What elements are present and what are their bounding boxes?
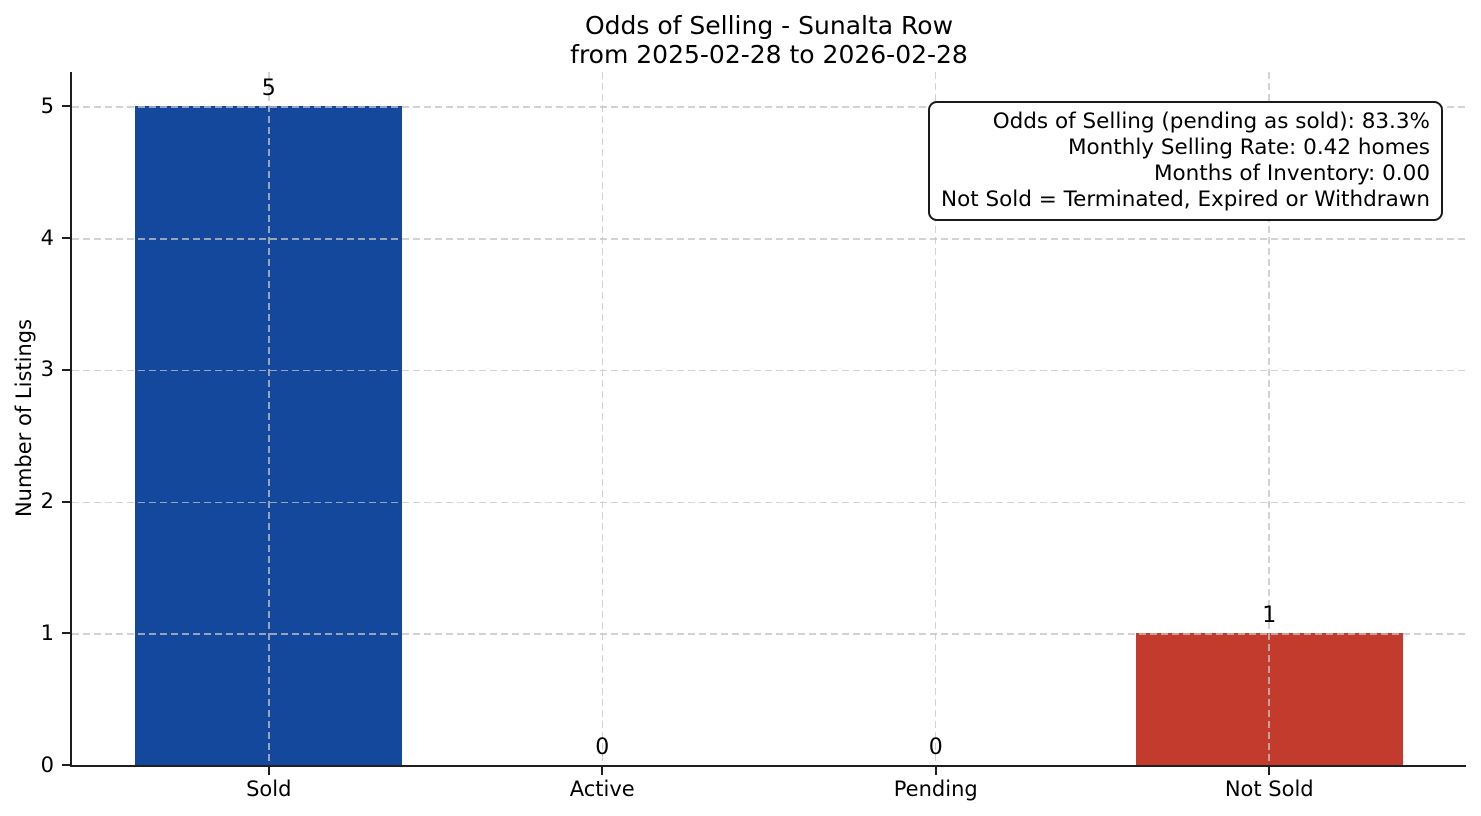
y-tick-label-2: 2	[40, 489, 54, 513]
y-tick-mark-0	[62, 764, 70, 766]
bar-sold	[135, 106, 403, 765]
x-tick-label-active: Active	[569, 777, 635, 801]
x-tick-mark-active	[601, 767, 604, 775]
x-axis-spine	[70, 765, 1466, 767]
stats-annotation-box: Odds of Selling (pending as sold): 83.3%…	[928, 101, 1443, 221]
chart-title: Odds of Selling - Sunalta Row from 2025-…	[72, 11, 1466, 69]
v-gridline-active	[601, 72, 603, 765]
chart-title-line1: Odds of Selling - Sunalta Row	[584, 11, 954, 40]
annotation-odds-of-selling: Odds of Selling (pending as sold): 83.3%	[992, 109, 1430, 134]
x-tick-mark-sold	[267, 767, 270, 775]
x-tick-mark-pending	[934, 767, 937, 775]
y-tick-mark-5	[62, 105, 70, 108]
x-tick-label-pending: Pending	[893, 777, 978, 801]
x-tick-label-not-sold: Not Sold	[1224, 777, 1314, 801]
annotation-monthly-selling-rate: Monthly Selling Rate: 0.42 homes	[1067, 135, 1430, 160]
plot-area: 5 0 0 1	[72, 72, 1466, 765]
y-tick-mark-3	[62, 368, 70, 371]
y-tick-mark-1	[62, 632, 70, 635]
y-tick-label-1: 1	[40, 620, 54, 645]
bar-value-label-active: 0	[595, 735, 610, 760]
y-tick-label-3: 3	[40, 357, 54, 382]
bar-not-sold	[1135, 633, 1403, 765]
y-tick-label-5: 5	[40, 93, 54, 118]
bar-value-label-pending: 0	[928, 735, 943, 760]
x-tick-label-sold: Sold	[246, 777, 292, 801]
y-tick-label-0: 0	[40, 752, 54, 777]
annotation-not-sold-definition: Not Sold = Terminated, Expired or Withdr…	[941, 187, 1430, 212]
y-tick-mark-2	[62, 500, 70, 503]
bar-value-label-not-sold: 1	[1262, 603, 1277, 629]
x-tick-mark-not-sold	[1268, 767, 1271, 775]
y-axis-spine	[70, 72, 72, 767]
y-tick-label-4: 4	[40, 225, 54, 250]
y-axis-label: Number of Listings	[12, 318, 36, 518]
annotation-months-of-inventory: Months of Inventory: 0.00	[1153, 161, 1430, 186]
bar-value-label-sold: 5	[261, 76, 276, 102]
y-tick-mark-4	[62, 237, 70, 239]
chart-title-line2: from 2025-02-28 to 2026-02-28	[570, 40, 968, 69]
